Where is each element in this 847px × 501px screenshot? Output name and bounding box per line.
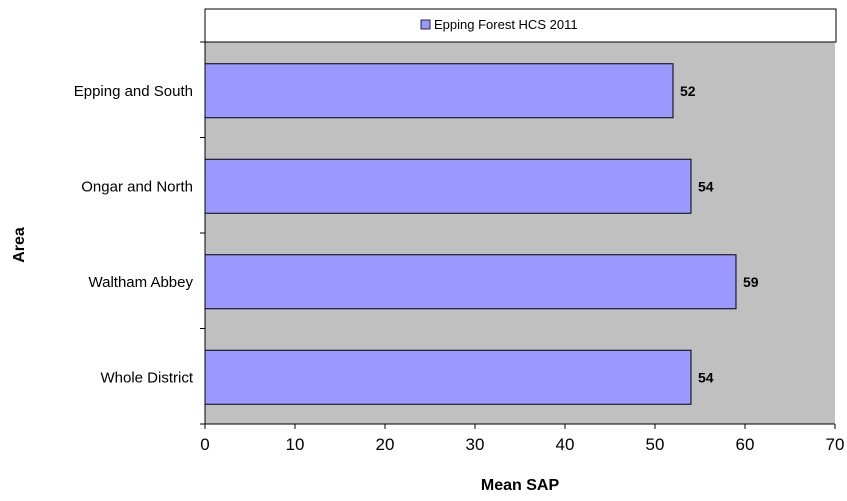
x-tick-label: 30: [466, 435, 485, 454]
bar-waltham-abbey: [204, 254, 737, 310]
legend: Epping Forest HCS 2011: [204, 8, 837, 43]
x-tick-label: 10: [286, 435, 305, 454]
x-tick-label: 0: [200, 435, 209, 454]
y-axis-title: Area: [11, 227, 28, 263]
data-label: 52: [680, 83, 696, 99]
data-label: 54: [698, 178, 714, 194]
data-label: 59: [743, 274, 759, 290]
x-tick-label: 50: [646, 435, 665, 454]
y-tick-label: Epping and South: [74, 83, 193, 100]
legend-swatch: [420, 19, 431, 30]
data-label: 54: [698, 369, 714, 385]
x-axis-title: Mean SAP: [481, 477, 560, 494]
x-tick-label: 40: [556, 435, 575, 454]
axes-group: Epping and South Ongar and North Waltham A…: [74, 41, 845, 454]
y-tick-label: Whole District: [100, 369, 193, 386]
bar-ongar-and-north: [204, 158, 692, 214]
bar-epping-and-south: [204, 63, 674, 119]
x-tick-label: 70: [826, 435, 845, 454]
y-tick-label: Ongar and North: [81, 178, 193, 195]
bar-whole-district: [204, 349, 692, 405]
data-labels-group: 52 54 59 54: [680, 83, 759, 386]
y-tick-label: Waltham Abbey: [89, 274, 194, 291]
x-tick-label: 20: [376, 435, 395, 454]
legend-box: [204, 8, 837, 43]
legend-label: Epping Forest HCS 2011: [434, 17, 578, 32]
x-tick-label: 60: [736, 435, 755, 454]
bars-group: [204, 63, 737, 405]
